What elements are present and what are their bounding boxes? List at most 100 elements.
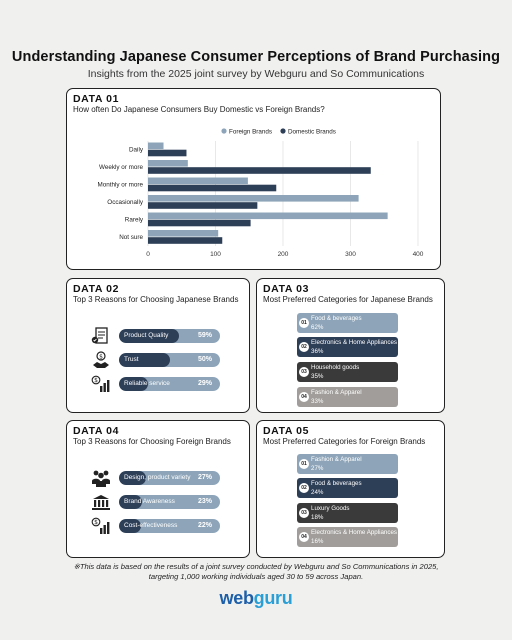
jp-reason-row: Product Quality 59% [91, 327, 241, 345]
data04-question: Top 3 Reasons for Choosing Foreign Brand… [73, 437, 231, 446]
data05-card: DATA 05 Most Preferred Categories for Fo… [256, 420, 445, 558]
people-group-icon [92, 470, 110, 487]
category-rank: 02 [299, 342, 309, 352]
foreign-reason-pct: 23% [197, 497, 212, 505]
category-name: Food & beverages [311, 315, 362, 322]
logo-part1: web [219, 588, 254, 608]
bar [148, 184, 277, 192]
x-tick-label: 0 [146, 251, 150, 258]
bar [148, 230, 219, 237]
category-name: Food & beverages [311, 480, 362, 487]
foreign-reason-label: Brand Awareness [124, 497, 175, 505]
building-icon [92, 495, 110, 510]
legend-label: Foreign Brands [229, 128, 272, 135]
data01-question: How often Do Japanese Consumers Buy Dome… [73, 105, 325, 114]
footnote-line2: targeting 1,000 working individuals aged… [148, 572, 364, 581]
bar [148, 149, 187, 157]
category-rank: 02 [299, 483, 309, 493]
foreign-reason-row: Brand Awareness 23% [91, 493, 241, 511]
category-name: Household goods [311, 364, 360, 371]
handshake-icon: $ [93, 351, 109, 368]
jp-category-item: 01 Food & beverages 62% [297, 313, 398, 333]
money-growth-icon: $ [91, 375, 110, 392]
x-tick-label: 100 [210, 251, 221, 258]
category-pct: 18% [311, 514, 324, 521]
bar [148, 195, 359, 202]
y-category-label: Weekly or more [99, 164, 143, 171]
svg-text:$: $ [94, 519, 98, 526]
data03-card: DATA 03 Most Preferred Categories for Ja… [256, 278, 445, 413]
frequency-bar-chart: 0 100 200 300 400 Daily Weekly or more Monthly … [98, 128, 424, 258]
foreign-reason-bar: Brand Awareness 23% [119, 495, 220, 509]
svg-text:$: $ [94, 377, 98, 384]
data01-card: DATA 01 How often Do Japanese Consumers … [66, 88, 441, 270]
foreign-reason-label: Cost-effectiveness [124, 521, 178, 529]
bar [148, 237, 223, 244]
data04-card: DATA 04 Top 3 Reasons for Choosing Forei… [66, 420, 250, 558]
page-subtitle: Insights from the 2025 joint survey by W… [87, 68, 425, 80]
y-category-label: Not sure [119, 234, 143, 241]
x-tick-label: 400 [413, 251, 424, 258]
y-category-label: Occasionally [107, 199, 144, 206]
foreign-category-item: 04 Electronics & Home Appliances 16% [297, 527, 398, 547]
category-name: Electronics & Home Appliances [311, 529, 397, 536]
foreign-reason-fill [119, 519, 142, 533]
svg-text:$: $ [99, 353, 103, 360]
category-pct: 36% [311, 348, 324, 355]
category-pct: 24% [311, 489, 324, 496]
category-pct: 35% [311, 373, 324, 380]
foreign-reason-row: $ Cost-effectiveness 22% [91, 517, 241, 535]
foreign-reason-fill [119, 471, 147, 485]
foreign-category-item: 03 Luxury Goods 18% [297, 503, 398, 523]
foreign-reason-bar: Design, product variety 27% [119, 471, 220, 485]
bar [148, 202, 258, 209]
legend-label: Domestic Brands [288, 128, 336, 135]
jp-reason-fill [119, 353, 170, 367]
y-category-label: Monthly or more [98, 182, 144, 189]
jp-reason-label: Product Quality [124, 331, 169, 339]
data03-tag: DATA 03 [263, 283, 310, 295]
jp-reason-fill [119, 377, 149, 391]
legend-marker [221, 128, 227, 134]
category-rank: 01 [299, 318, 309, 328]
category-rank: 04 [299, 392, 309, 402]
jp-category-item: 04 Fashion & Apparel 33% [297, 387, 398, 407]
category-name: Fashion & Apparel [311, 389, 362, 396]
y-category-label: Rarely [125, 217, 144, 224]
money-growth-icon: $ [91, 517, 110, 534]
jp-category-item: 02 Electronics & Home Appliances 36% [297, 337, 398, 357]
jp-reason-fill [119, 329, 179, 343]
bar [148, 167, 371, 174]
data01-tag: DATA 01 [73, 93, 120, 105]
logo-part2: guru [253, 588, 293, 608]
foreign-category-item: 01 Fashion & Apparel 27% [297, 454, 398, 474]
footnote-line1: ※This data is based on the results of a … [73, 562, 439, 571]
data03-question: Most Preferred Categories for Japanese B… [263, 295, 433, 304]
category-name: Luxury Goods [311, 505, 350, 512]
bar [148, 212, 388, 220]
bar [148, 160, 188, 167]
foreign-reason-pct: 27% [197, 473, 212, 481]
bar [148, 219, 251, 227]
jp-reason-bar: Trust 50% [119, 353, 220, 367]
jp-category-item: 03 Household goods 35% [297, 362, 398, 382]
foreign-reason-row: Design, product variety 27% [91, 469, 241, 487]
webguru-logo: webguru [0, 588, 512, 609]
foreign-reason-label: Design, product variety [124, 473, 191, 481]
jp-reason-label: Trust [124, 355, 139, 363]
category-rank: 03 [299, 367, 309, 377]
bar [148, 142, 164, 150]
jp-reason-pct: 59% [197, 331, 212, 339]
legend-marker [280, 128, 286, 134]
category-rank: 03 [299, 508, 309, 518]
foreign-reason-pct: 22% [197, 521, 212, 529]
category-pct: 33% [311, 398, 324, 405]
jp-reason-bar: Reliable service 29% [119, 377, 220, 391]
bar [148, 177, 248, 185]
jp-reason-row: $ Reliable service 29% [91, 375, 241, 393]
category-name: Fashion & Apparel [311, 456, 362, 463]
page-title: Understanding Japanese Consumer Percepti… [11, 49, 501, 65]
category-name: Electronics & Home Appliances [311, 339, 397, 346]
category-pct: 16% [311, 538, 324, 545]
data02-card: DATA 02 Top 3 Reasons for Choosing Japan… [66, 278, 250, 413]
